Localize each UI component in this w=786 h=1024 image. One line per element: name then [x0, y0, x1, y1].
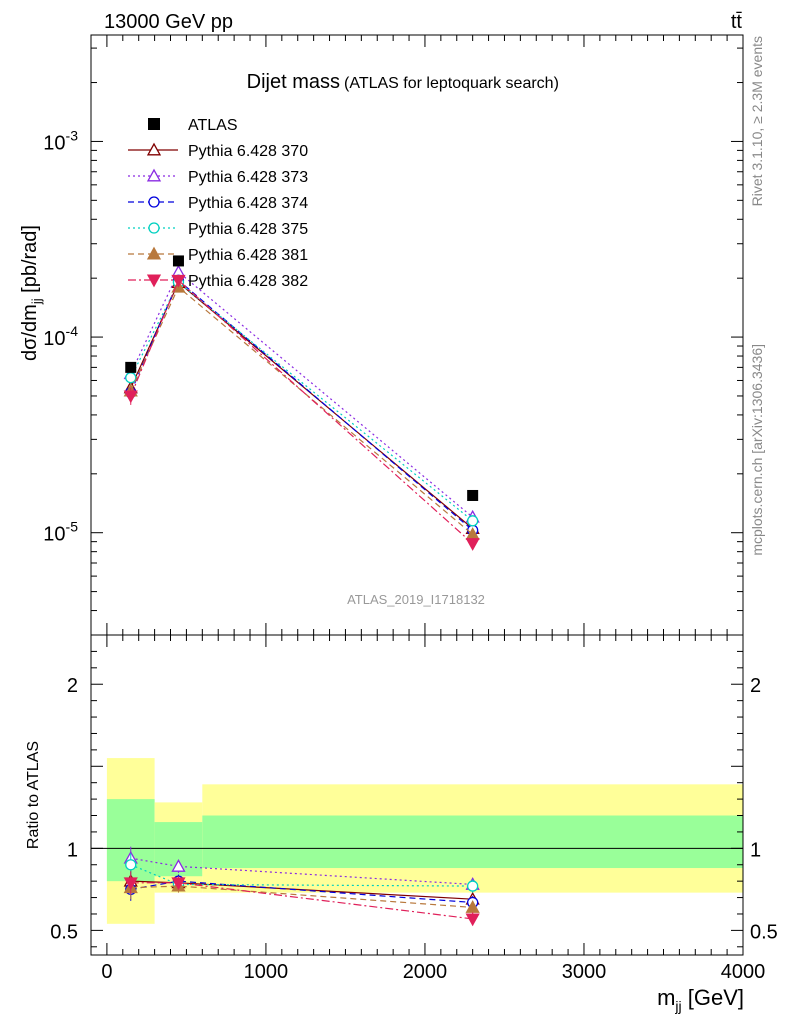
- ticks-layer: 0 1000 2000 3000 4000 10-5 10-4 10-3 0.5 0.5 1 1 2 2: [43, 35, 778, 983]
- legend-label: Pythia 6.428 375: [188, 221, 308, 238]
- series-line: [130, 279, 474, 531]
- ratio-y-tick-label: 1: [67, 839, 78, 861]
- ratio-y-tick-label: 2: [67, 675, 78, 697]
- legend-marker: [148, 196, 160, 208]
- series-point: [465, 538, 480, 551]
- series-line: [130, 271, 474, 518]
- ratio-bands-layer: [91, 758, 743, 924]
- series-point: [467, 515, 479, 527]
- series-point: [123, 390, 138, 404]
- ratio-point: [125, 859, 137, 871]
- legend: ATLAS Pythia 6.428 370 Pythia 6.428 373 Pyt…: [128, 117, 308, 290]
- data-point: [172, 255, 184, 267]
- legend-marker: [146, 274, 162, 288]
- chart-title-sub: (ATLAS for leptoquark search): [344, 75, 559, 92]
- data-point: [467, 489, 479, 501]
- legend-marker: [148, 222, 160, 234]
- ratio-series-line: [130, 857, 473, 886]
- ratio-point: [123, 877, 138, 891]
- legend-marker: [146, 168, 162, 182]
- legend-label: Pythia 6.428 373: [188, 169, 308, 186]
- analysis-label: ATLAS_2019_I1718132: [347, 592, 485, 607]
- ratio-point: [171, 877, 186, 891]
- main-y-tick-label: 10-4: [43, 323, 78, 350]
- header-right: tt̄: [731, 11, 743, 33]
- series-point: [125, 372, 137, 384]
- series-point: [171, 274, 186, 288]
- legend-label: Pythia 6.428 370: [188, 143, 308, 160]
- x-axis-label: mjj [GeV]: [657, 985, 744, 1014]
- main-y-axis-label: dσ/dmjj [pb/rad]: [19, 225, 44, 361]
- ratio-band-green: [202, 815, 743, 869]
- mcplots-label: mcplots.cern.ch [arXiv:1306.3436]: [749, 344, 765, 556]
- ratio-y-tick-label-right: 2: [750, 675, 761, 697]
- legend-marker: [146, 246, 162, 260]
- legend-label: Pythia 6.428 374: [188, 195, 308, 212]
- x-tick-label: 0: [101, 961, 112, 983]
- x-tick-label: 4000: [721, 961, 766, 983]
- ratio-y-tick-label: 0.5: [50, 921, 78, 943]
- ratio-series-line: [130, 882, 473, 920]
- legend-label: Pythia 6.428 382: [188, 273, 308, 290]
- ratio-y-tick-label-right: 0.5: [750, 921, 778, 943]
- legend-marker: [148, 118, 160, 130]
- main-y-tick-label: 10-3: [43, 127, 78, 154]
- x-tick-label: 2000: [403, 961, 448, 983]
- ratio-point: [171, 859, 186, 872]
- ratio-y-tick-label-right: 1: [750, 839, 761, 861]
- ratio-point: [467, 880, 479, 892]
- ratio-series-line: [130, 885, 473, 909]
- legend-label: Pythia 6.428 381: [188, 247, 308, 264]
- series-layer: [123, 255, 480, 927]
- header-left: 13000 GeV pp: [104, 11, 233, 33]
- x-tick-label: 1000: [244, 961, 289, 983]
- ratio-series-line: [130, 880, 473, 904]
- ratio-y-axis-label: Ratio to ATLAS: [25, 741, 42, 849]
- series-line: [130, 279, 474, 545]
- data-point: [125, 361, 137, 373]
- ratio-point: [465, 913, 480, 927]
- legend-marker: [146, 142, 162, 156]
- ratio-point: [465, 900, 480, 913]
- main-y-tick-label: 10-5: [43, 519, 78, 546]
- chart-title-main: Dijet mass: [247, 71, 340, 93]
- ratio-panel-frame: [90, 634, 744, 956]
- x-tick-label: 3000: [562, 961, 607, 983]
- rivet-label: Rivet 3.1.10, ≥ 2.3M events: [749, 36, 765, 206]
- legend-label: ATLAS: [188, 117, 238, 134]
